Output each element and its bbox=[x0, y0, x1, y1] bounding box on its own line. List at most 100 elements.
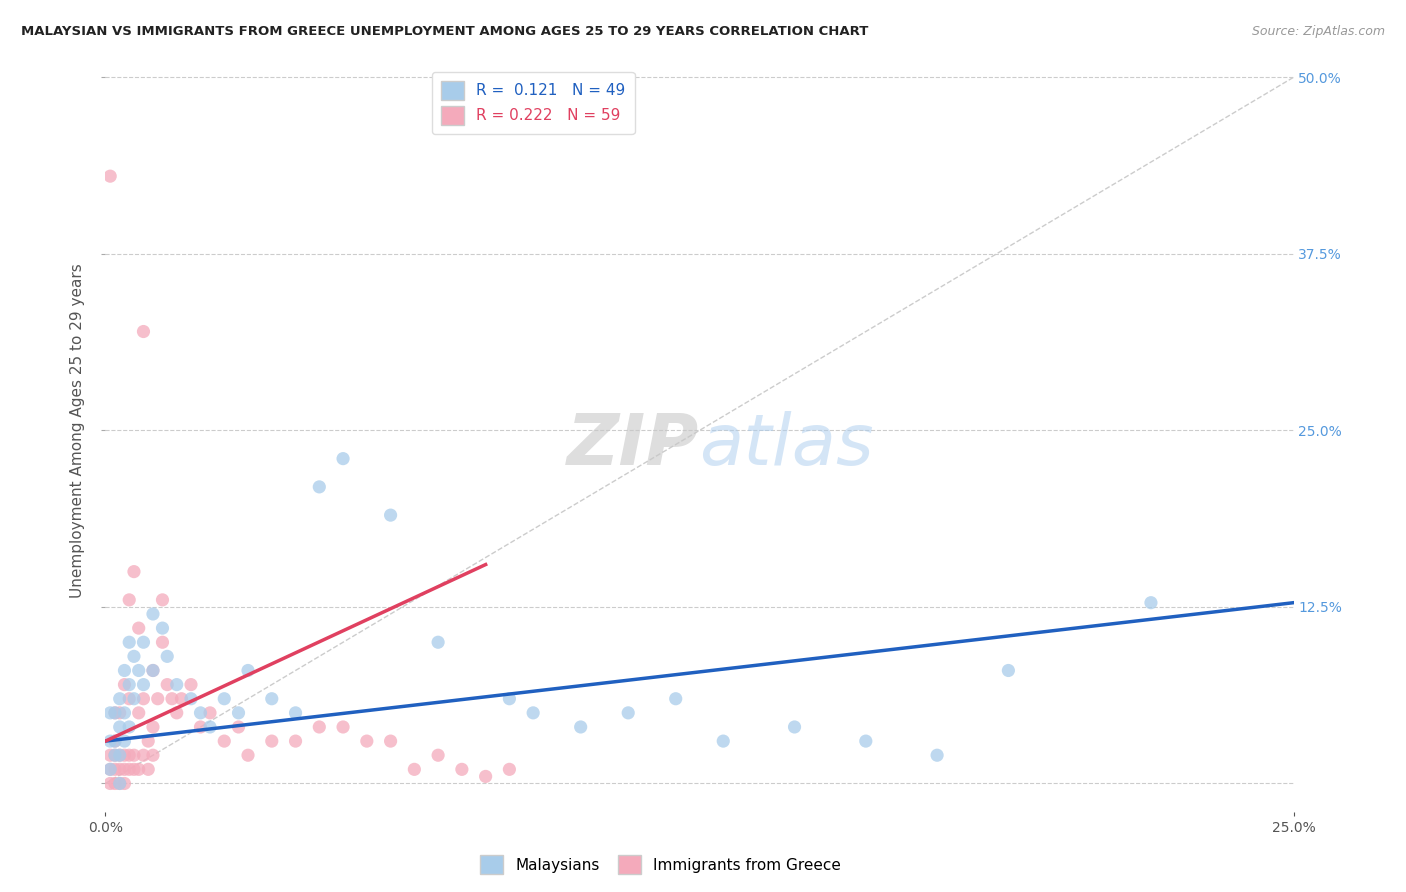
Text: atlas: atlas bbox=[700, 411, 875, 480]
Point bbox=[152, 592, 174, 607]
Point bbox=[132, 691, 155, 706]
Text: MALAYSIAN VS IMMIGRANTS FROM GREECE UNEMPLOYMENT AMONG AGES 25 TO 29 YEARS CORRE: MALAYSIAN VS IMMIGRANTS FROM GREECE UNEM… bbox=[21, 25, 869, 38]
Point bbox=[284, 706, 307, 720]
Point bbox=[132, 635, 155, 649]
Point bbox=[114, 748, 136, 763]
Point bbox=[98, 776, 121, 790]
Point bbox=[114, 664, 136, 678]
Point bbox=[104, 734, 127, 748]
Point bbox=[498, 691, 520, 706]
Point bbox=[118, 592, 141, 607]
Point bbox=[122, 565, 145, 579]
Point bbox=[855, 734, 877, 748]
Point bbox=[114, 706, 136, 720]
Point bbox=[228, 720, 250, 734]
Point bbox=[108, 762, 131, 776]
Text: Source: ZipAtlas.com: Source: ZipAtlas.com bbox=[1251, 25, 1385, 38]
Point bbox=[146, 691, 169, 706]
Point bbox=[98, 762, 121, 776]
Point bbox=[665, 691, 688, 706]
Point bbox=[142, 720, 165, 734]
Point bbox=[380, 508, 402, 523]
Point bbox=[180, 678, 202, 692]
Point bbox=[380, 734, 402, 748]
Point bbox=[427, 748, 450, 763]
Point bbox=[997, 664, 1019, 678]
Point bbox=[108, 706, 131, 720]
Point bbox=[427, 635, 450, 649]
Point bbox=[142, 664, 165, 678]
Point bbox=[198, 706, 221, 720]
Point bbox=[122, 691, 145, 706]
Point bbox=[236, 664, 259, 678]
Point bbox=[108, 748, 131, 763]
Point bbox=[783, 720, 806, 734]
Point bbox=[118, 762, 141, 776]
Legend: R =  0.121   N = 49, R = 0.222   N = 59: R = 0.121 N = 49, R = 0.222 N = 59 bbox=[432, 72, 634, 134]
Point bbox=[160, 691, 183, 706]
Point bbox=[98, 762, 121, 776]
Point bbox=[236, 748, 259, 763]
Point bbox=[104, 748, 127, 763]
Point bbox=[142, 664, 165, 678]
Point bbox=[136, 734, 159, 748]
Point bbox=[108, 748, 131, 763]
Point bbox=[104, 706, 127, 720]
Point bbox=[122, 748, 145, 763]
Point bbox=[114, 734, 136, 748]
Point bbox=[474, 769, 496, 783]
Point bbox=[98, 748, 121, 763]
Point bbox=[118, 748, 141, 763]
Point bbox=[450, 762, 472, 776]
Point bbox=[128, 664, 150, 678]
Point bbox=[308, 480, 330, 494]
Point bbox=[104, 762, 127, 776]
Point bbox=[104, 748, 127, 763]
Point bbox=[142, 607, 165, 621]
Point bbox=[156, 678, 179, 692]
Point bbox=[152, 621, 174, 635]
Point bbox=[118, 635, 141, 649]
Point bbox=[180, 691, 202, 706]
Point bbox=[498, 762, 520, 776]
Point bbox=[98, 706, 121, 720]
Point bbox=[228, 706, 250, 720]
Point bbox=[170, 691, 193, 706]
Point bbox=[166, 678, 188, 692]
Point bbox=[190, 706, 212, 720]
Point bbox=[114, 678, 136, 692]
Point bbox=[152, 635, 174, 649]
Point bbox=[308, 720, 330, 734]
Point bbox=[522, 706, 544, 720]
Point bbox=[284, 734, 307, 748]
Point bbox=[128, 621, 150, 635]
Point bbox=[108, 691, 131, 706]
Point bbox=[356, 734, 378, 748]
Point bbox=[122, 649, 145, 664]
Point bbox=[132, 678, 155, 692]
Point bbox=[214, 691, 236, 706]
Point bbox=[114, 762, 136, 776]
Point bbox=[332, 451, 354, 466]
Point bbox=[118, 691, 141, 706]
Point bbox=[156, 649, 179, 664]
Point bbox=[260, 734, 283, 748]
Point bbox=[711, 734, 734, 748]
Point bbox=[128, 706, 150, 720]
Point bbox=[118, 678, 141, 692]
Point bbox=[104, 776, 127, 790]
Point bbox=[122, 762, 145, 776]
Point bbox=[332, 720, 354, 734]
Point bbox=[108, 776, 131, 790]
Point bbox=[108, 720, 131, 734]
Point bbox=[132, 748, 155, 763]
Text: ZIP: ZIP bbox=[567, 411, 700, 480]
Point bbox=[108, 776, 131, 790]
Point bbox=[166, 706, 188, 720]
Y-axis label: Unemployment Among Ages 25 to 29 years: Unemployment Among Ages 25 to 29 years bbox=[70, 263, 86, 598]
Legend: Malaysians, Immigrants from Greece: Malaysians, Immigrants from Greece bbox=[474, 849, 848, 880]
Point bbox=[104, 706, 127, 720]
Point bbox=[98, 169, 121, 184]
Point bbox=[260, 691, 283, 706]
Point bbox=[925, 748, 948, 763]
